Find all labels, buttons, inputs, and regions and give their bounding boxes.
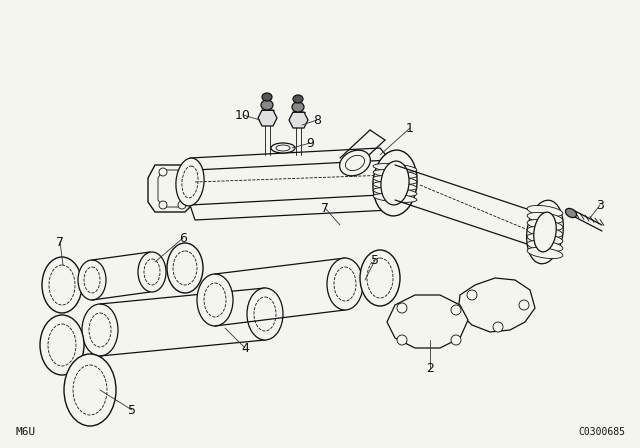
Ellipse shape (519, 300, 529, 310)
Ellipse shape (527, 212, 563, 224)
Ellipse shape (178, 201, 186, 209)
Text: 10: 10 (235, 108, 251, 121)
Ellipse shape (527, 206, 563, 216)
Ellipse shape (397, 303, 407, 313)
Ellipse shape (293, 95, 303, 103)
Text: 1: 1 (406, 121, 414, 134)
Ellipse shape (40, 315, 84, 375)
Text: 3: 3 (596, 198, 604, 211)
Ellipse shape (42, 257, 82, 313)
Ellipse shape (527, 226, 563, 237)
Ellipse shape (182, 166, 198, 198)
Ellipse shape (276, 145, 290, 151)
Ellipse shape (397, 335, 407, 345)
Ellipse shape (527, 220, 563, 231)
Ellipse shape (89, 313, 111, 347)
Ellipse shape (292, 102, 304, 112)
Ellipse shape (373, 194, 417, 202)
Ellipse shape (159, 168, 167, 176)
Ellipse shape (373, 188, 417, 196)
Ellipse shape (373, 150, 417, 216)
Text: 4: 4 (241, 341, 249, 354)
Ellipse shape (373, 164, 417, 172)
Ellipse shape (84, 267, 100, 293)
Ellipse shape (493, 322, 503, 332)
Ellipse shape (176, 158, 204, 206)
Text: 6: 6 (179, 232, 187, 245)
Ellipse shape (78, 260, 106, 300)
Ellipse shape (173, 251, 197, 285)
Text: 5: 5 (128, 404, 136, 417)
Ellipse shape (204, 283, 226, 317)
Ellipse shape (254, 297, 276, 331)
Ellipse shape (159, 201, 167, 209)
Text: C0300685: C0300685 (578, 427, 625, 437)
Polygon shape (190, 195, 390, 220)
Polygon shape (148, 165, 195, 212)
Ellipse shape (340, 150, 371, 176)
Ellipse shape (48, 324, 76, 366)
Ellipse shape (271, 143, 295, 153)
Ellipse shape (334, 267, 356, 301)
Ellipse shape (527, 200, 563, 264)
Ellipse shape (534, 212, 556, 252)
Text: 9: 9 (306, 137, 314, 150)
Ellipse shape (82, 304, 118, 356)
Polygon shape (258, 110, 277, 126)
Ellipse shape (451, 335, 461, 345)
Ellipse shape (565, 208, 577, 218)
Ellipse shape (527, 247, 563, 258)
Ellipse shape (73, 365, 107, 415)
Ellipse shape (360, 250, 400, 306)
Ellipse shape (451, 305, 461, 315)
Ellipse shape (138, 252, 166, 292)
Ellipse shape (247, 288, 283, 340)
Text: 7: 7 (56, 236, 64, 249)
Ellipse shape (381, 161, 409, 205)
Ellipse shape (378, 163, 402, 203)
Ellipse shape (327, 258, 363, 310)
Ellipse shape (467, 290, 477, 300)
Ellipse shape (144, 259, 160, 285)
Ellipse shape (346, 155, 365, 171)
Polygon shape (387, 295, 468, 348)
Ellipse shape (527, 241, 563, 251)
Text: M6U: M6U (15, 427, 35, 437)
Ellipse shape (178, 168, 186, 176)
Polygon shape (190, 148, 390, 170)
Text: 5: 5 (371, 254, 379, 267)
Ellipse shape (527, 233, 563, 245)
Ellipse shape (49, 265, 75, 305)
Ellipse shape (367, 258, 393, 298)
Text: 2: 2 (426, 362, 434, 375)
Ellipse shape (373, 170, 417, 178)
Ellipse shape (262, 93, 272, 101)
Ellipse shape (197, 274, 233, 326)
Polygon shape (158, 170, 187, 207)
Ellipse shape (373, 176, 417, 185)
Ellipse shape (373, 181, 417, 190)
Polygon shape (289, 112, 308, 128)
Text: 7: 7 (321, 202, 329, 215)
Polygon shape (458, 278, 535, 332)
Ellipse shape (64, 354, 116, 426)
Text: 8: 8 (313, 113, 321, 126)
Ellipse shape (261, 100, 273, 110)
Ellipse shape (167, 243, 203, 293)
